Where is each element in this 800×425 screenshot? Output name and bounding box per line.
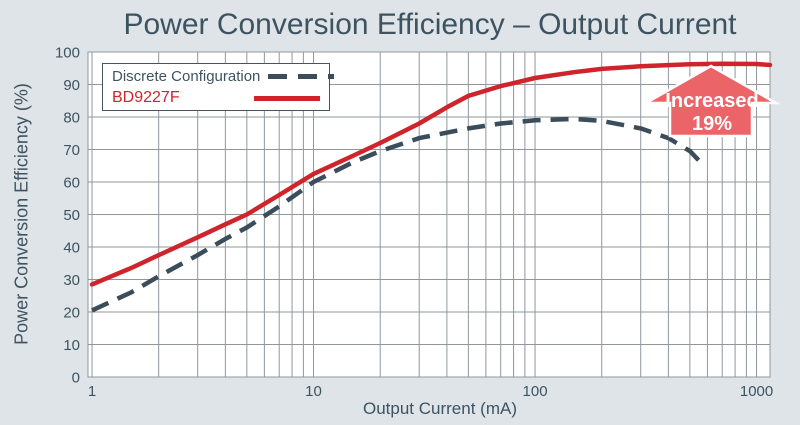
legend: Discrete Configuration BD9227F [102,63,335,111]
legend-item-discrete: Discrete Configuration [112,65,335,87]
arrow-label-line1: Increased [665,90,758,112]
solid-line-swatch [254,95,320,101]
svg-text:40: 40 [63,240,80,257]
svg-text:70: 70 [63,142,80,159]
legend-item-bd9227f: BD9227F [112,87,320,109]
legend-label-bd9227f: BD9227F [112,89,180,106]
y-axis-label: Power Conversion Efficiency (%) [11,83,32,345]
dashed-line-swatch [268,73,335,79]
x-axis-label: Output Current (mA) [363,399,517,418]
svg-text:0: 0 [72,370,80,387]
svg-text:50: 50 [63,207,80,224]
svg-text:60: 60 [63,175,80,192]
arrow-label-line2: 19% [692,113,732,135]
svg-text:100: 100 [55,45,80,62]
increase-arrow-annotation: Increased 19% [641,64,781,138]
svg-text:80: 80 [63,110,80,127]
svg-text:20: 20 [63,305,80,322]
svg-text:100: 100 [523,383,548,400]
legend-label-discrete: Discrete Configuration [112,67,261,85]
svg-text:30: 30 [63,272,80,289]
svg-text:1: 1 [88,383,96,400]
up-arrow-icon [641,64,781,138]
chart-title: Power Conversion Efficiency – Output Cur… [123,8,737,41]
svg-text:90: 90 [63,77,80,94]
series-layer [89,61,773,313]
svg-text:10: 10 [305,383,322,400]
svg-text:1000: 1000 [740,383,773,400]
svg-text:10: 10 [63,337,80,354]
